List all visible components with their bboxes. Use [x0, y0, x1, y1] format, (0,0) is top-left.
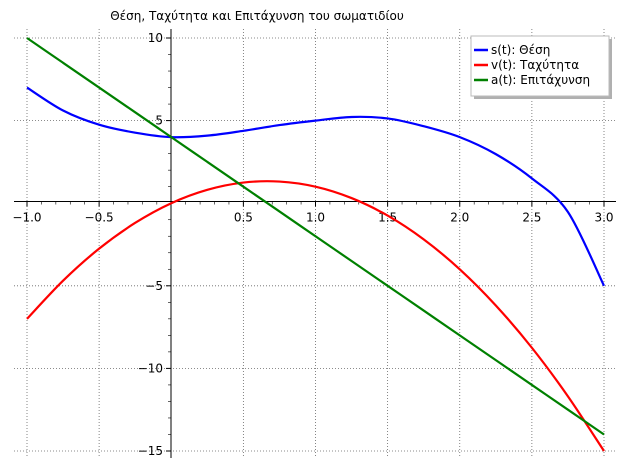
legend-frame — [470, 35, 610, 97]
y-tick-label: 5 — [155, 114, 163, 128]
y-tick-label: −15 — [138, 444, 163, 458]
x-tick-label: −1.0 — [12, 211, 41, 225]
x-tick-label: 1.0 — [306, 211, 325, 225]
y-tick-label: 10 — [148, 31, 163, 45]
chart-title: Θέση, Ταχύτητα και Επιτάχυνση του σωματι… — [110, 9, 404, 23]
x-tick-label: 2.5 — [522, 211, 541, 225]
x-tick-label: 0.5 — [234, 211, 253, 225]
legend-label-acceleration: a(t): Επιτάχυνση — [491, 73, 590, 87]
y-tick-label: −10 — [138, 361, 163, 375]
series — [26, 37, 605, 452]
legend-label-velocity: v(t): Ταχύτητα — [491, 58, 579, 72]
series-line-velocity — [26, 180, 605, 452]
x-tick-label: 2.0 — [450, 211, 469, 225]
x-tick-label: 3.0 — [594, 211, 613, 225]
series-line-acceleration — [26, 37, 605, 436]
x-tick-label: −0.5 — [85, 211, 114, 225]
legend-label-position: s(t): Θέση — [491, 43, 550, 57]
ticks — [26, 37, 605, 452]
series-line-position — [26, 86, 605, 287]
y-tick-label: −5 — [145, 279, 163, 293]
